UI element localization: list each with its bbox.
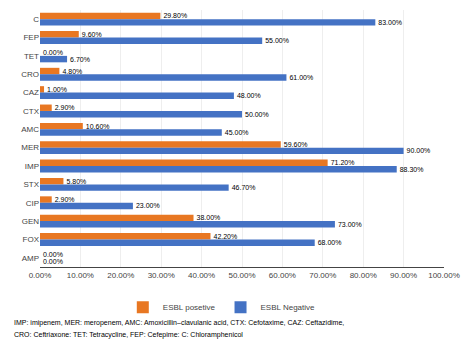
svg-text:71.20%: 71.20%: [331, 159, 355, 166]
svg-text:FEP: FEP: [23, 33, 39, 42]
svg-text:0.00%: 0.00%: [43, 251, 63, 258]
svg-text:50.00%: 50.00%: [228, 271, 255, 280]
svg-text:4.80%: 4.80%: [62, 68, 82, 75]
svg-text:90.00%: 90.00%: [390, 271, 417, 280]
svg-text:CRO: Ceftriaxone: TET: Tetracy: CRO: Ceftriaxone: TET: Tetracycline, FEP…: [14, 331, 243, 339]
svg-text:5.80%: 5.80%: [66, 178, 86, 185]
svg-text:90.00%: 90.00%: [407, 147, 431, 154]
svg-text:AMC: AMC: [21, 125, 39, 134]
svg-text:61.00%: 61.00%: [289, 74, 313, 81]
svg-text:83.00%: 83.00%: [378, 19, 402, 26]
svg-text:CIP: CIP: [26, 199, 39, 208]
svg-text:80.00%: 80.00%: [350, 271, 377, 280]
svg-text:CTX: CTX: [23, 107, 40, 116]
svg-text:STX: STX: [23, 180, 39, 189]
svg-text:23.00%: 23.00%: [136, 202, 160, 209]
svg-text:73.00%: 73.00%: [338, 221, 362, 228]
svg-text:45.00%: 45.00%: [225, 129, 249, 136]
svg-text:30.00%: 30.00%: [148, 271, 175, 280]
svg-text:TET: TET: [24, 52, 39, 61]
svg-text:38.00%: 38.00%: [197, 214, 221, 221]
svg-text:CAZ: CAZ: [23, 88, 39, 97]
svg-text:10.60%: 10.60%: [86, 123, 110, 130]
svg-text:0.00%: 0.00%: [29, 271, 52, 280]
svg-text:2.90%: 2.90%: [55, 196, 75, 203]
svg-text:IMP: imipenem, MER: meropenem,: IMP: imipenem, MER: meropenem, AMC: Amox…: [14, 319, 344, 327]
svg-text:AMP: AMP: [22, 254, 39, 263]
svg-text:0.00%: 0.00%: [43, 258, 63, 265]
svg-text:55.00%: 55.00%: [265, 37, 289, 44]
svg-text:70.00%: 70.00%: [309, 271, 336, 280]
svg-text:59.60%: 59.60%: [284, 141, 308, 148]
svg-text:60.00%: 60.00%: [269, 271, 296, 280]
svg-text:FOX: FOX: [23, 235, 40, 244]
svg-text:ESBL posetive: ESBL posetive: [163, 303, 216, 312]
svg-text:ESBL Negative: ESBL Negative: [261, 303, 316, 312]
svg-text:42.20%: 42.20%: [213, 233, 237, 240]
svg-text:100.00%: 100.00%: [428, 271, 460, 280]
svg-text:40.00%: 40.00%: [188, 271, 215, 280]
svg-text:68.00%: 68.00%: [318, 239, 342, 246]
svg-text:50.00%: 50.00%: [245, 111, 269, 118]
svg-text:1.00%: 1.00%: [47, 86, 67, 93]
svg-text:10.00%: 10.00%: [67, 271, 94, 280]
svg-text:CRO: CRO: [21, 70, 39, 79]
svg-text:20.00%: 20.00%: [107, 271, 134, 280]
svg-text:48.00%: 48.00%: [237, 92, 261, 99]
svg-text:6.70%: 6.70%: [70, 56, 90, 63]
svg-text:2.90%: 2.90%: [55, 104, 75, 111]
svg-text:9.60%: 9.60%: [82, 31, 102, 38]
svg-text:88.30%: 88.30%: [400, 166, 424, 173]
svg-text:C: C: [33, 15, 39, 24]
svg-text:29.80%: 29.80%: [163, 12, 187, 19]
svg-text:MER: MER: [21, 143, 39, 152]
svg-text:IMP: IMP: [25, 162, 39, 171]
svg-text:46.70%: 46.70%: [232, 184, 256, 191]
svg-text:GEN: GEN: [22, 217, 40, 226]
svg-text:0.00%: 0.00%: [43, 49, 63, 56]
